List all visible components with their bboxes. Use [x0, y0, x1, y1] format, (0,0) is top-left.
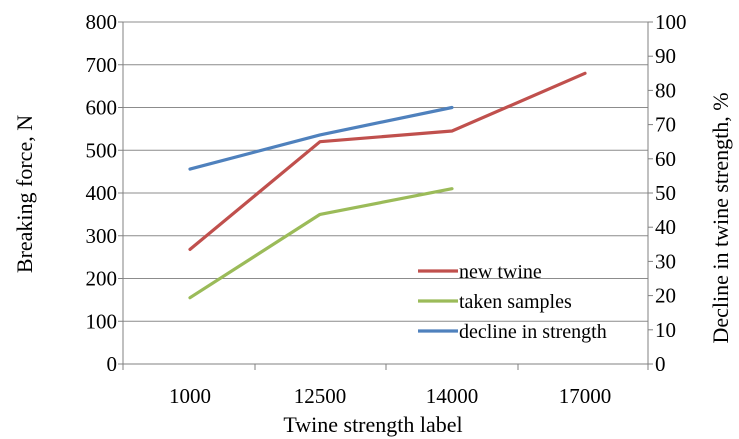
right-tick-label: 80: [655, 78, 676, 102]
y-axis-title: Breaking force, N: [12, 115, 37, 273]
x-axis-ticks: 1000 12500 14000 17000: [122, 364, 649, 408]
x-axis-title: Twine strength label: [283, 412, 462, 437]
y-axis-right-title: Decline in twine strength, %: [708, 92, 733, 343]
x-tick-label: 1000: [169, 384, 211, 408]
series-line-taken-samples: [188, 187, 454, 300]
left-tick-label: 0: [107, 352, 118, 376]
left-tick-label: 800: [86, 10, 118, 34]
right-tick-label: 0: [655, 352, 666, 376]
data-series: [188, 71, 587, 300]
legend-label-taken-samples: taken samples: [459, 291, 572, 313]
left-tick-label: 100: [86, 309, 118, 333]
right-tick-label: 70: [655, 113, 676, 137]
left-tick-label: 600: [86, 96, 118, 120]
right-tick-label: 40: [655, 215, 676, 239]
right-tick-label: 20: [655, 284, 676, 308]
left-axis-ticks: 0 100 200 300 400 500 600 700 800: [86, 10, 123, 376]
legend-label-new-twine: new twine: [459, 261, 542, 283]
right-tick-label: 10: [655, 318, 676, 342]
right-tick-label: 90: [655, 44, 676, 68]
right-tick-label: 60: [655, 147, 676, 171]
series-line-new-twine: [188, 71, 587, 251]
left-tick-label: 700: [86, 53, 118, 77]
left-tick-label: 500: [86, 138, 118, 162]
right-tick-label: 100: [655, 10, 687, 34]
left-tick-label: 300: [86, 224, 118, 248]
left-tick-label: 400: [86, 181, 118, 205]
x-tick-label: 14000: [426, 384, 479, 408]
right-tick-label: 30: [655, 249, 676, 273]
series-line-decline-in-strength: [188, 105, 454, 171]
right-axis-ticks: 0 10 20 30 40 50 60 70 80 90 100: [648, 10, 687, 376]
legend-label-decline-in-strength: decline in strength: [459, 321, 607, 343]
legend: new twine taken samples decline in strengt…: [418, 261, 607, 343]
gridlines: [123, 21, 648, 322]
x-tick-label: 17000: [559, 384, 612, 408]
right-tick-label: 50: [655, 181, 676, 205]
x-tick-label: 12500: [294, 384, 347, 408]
left-tick-label: 200: [86, 267, 118, 291]
